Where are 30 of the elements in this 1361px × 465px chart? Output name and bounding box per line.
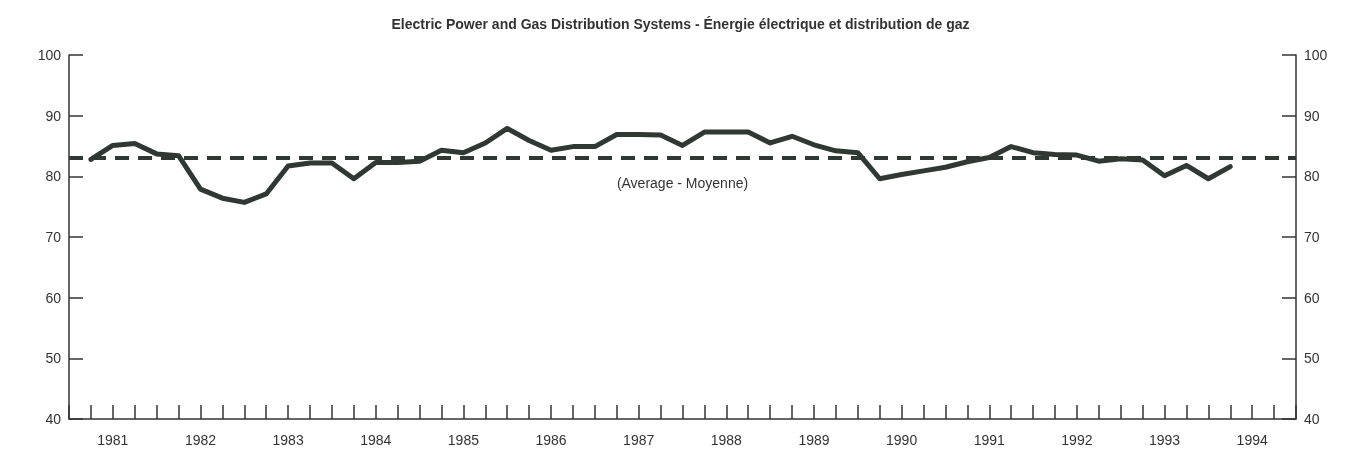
y-tick-label: 60 [45,289,62,306]
y2-tick-label: 50 [1304,350,1320,367]
y2-tick-label: 70 [1304,229,1320,245]
x-tick-label: 1984 [360,432,392,448]
x-tick-label: 1985 [447,432,480,448]
x-tick-label: 1990 [886,432,918,448]
chart-title: Electric Power and Gas Distribution Systems - Énergie électrique et distribution de gaz [391,16,970,32]
y-tick-label: 40 [45,411,62,427]
y-tick-label: 80 [45,168,62,185]
y-tick-label: 100 [37,47,62,63]
y-tick-label: 50 [45,350,62,367]
x-tick-label: 1993 [1148,432,1181,448]
y2-tick-label: 80 [1304,168,1320,185]
ref-line-label: (Average - Moyenne) [616,175,749,192]
x-tick-label: 1981 [97,432,129,448]
y2-tick-label: 100 [1304,47,1328,63]
x-tick-label: 1982 [184,432,217,448]
y-tick-label: 70 [45,229,62,245]
x-tick-label: 1989 [798,432,830,448]
y2-tick-label: 60 [1304,289,1320,306]
x-tick-label: 1987 [623,432,655,448]
y2-tick-label: 40 [1304,411,1320,427]
x-tick-label: 1992 [1061,432,1093,448]
x-tick-label: 1988 [710,432,743,448]
x-tick-label: 1991 [973,432,1006,448]
x-tick-label: 1994 [1236,432,1268,448]
y2-tick-label: 90 [1304,107,1320,124]
x-tick-label: 1986 [535,432,567,448]
y-tick-label: 90 [45,107,62,124]
x-tick-label: 1983 [272,432,304,448]
